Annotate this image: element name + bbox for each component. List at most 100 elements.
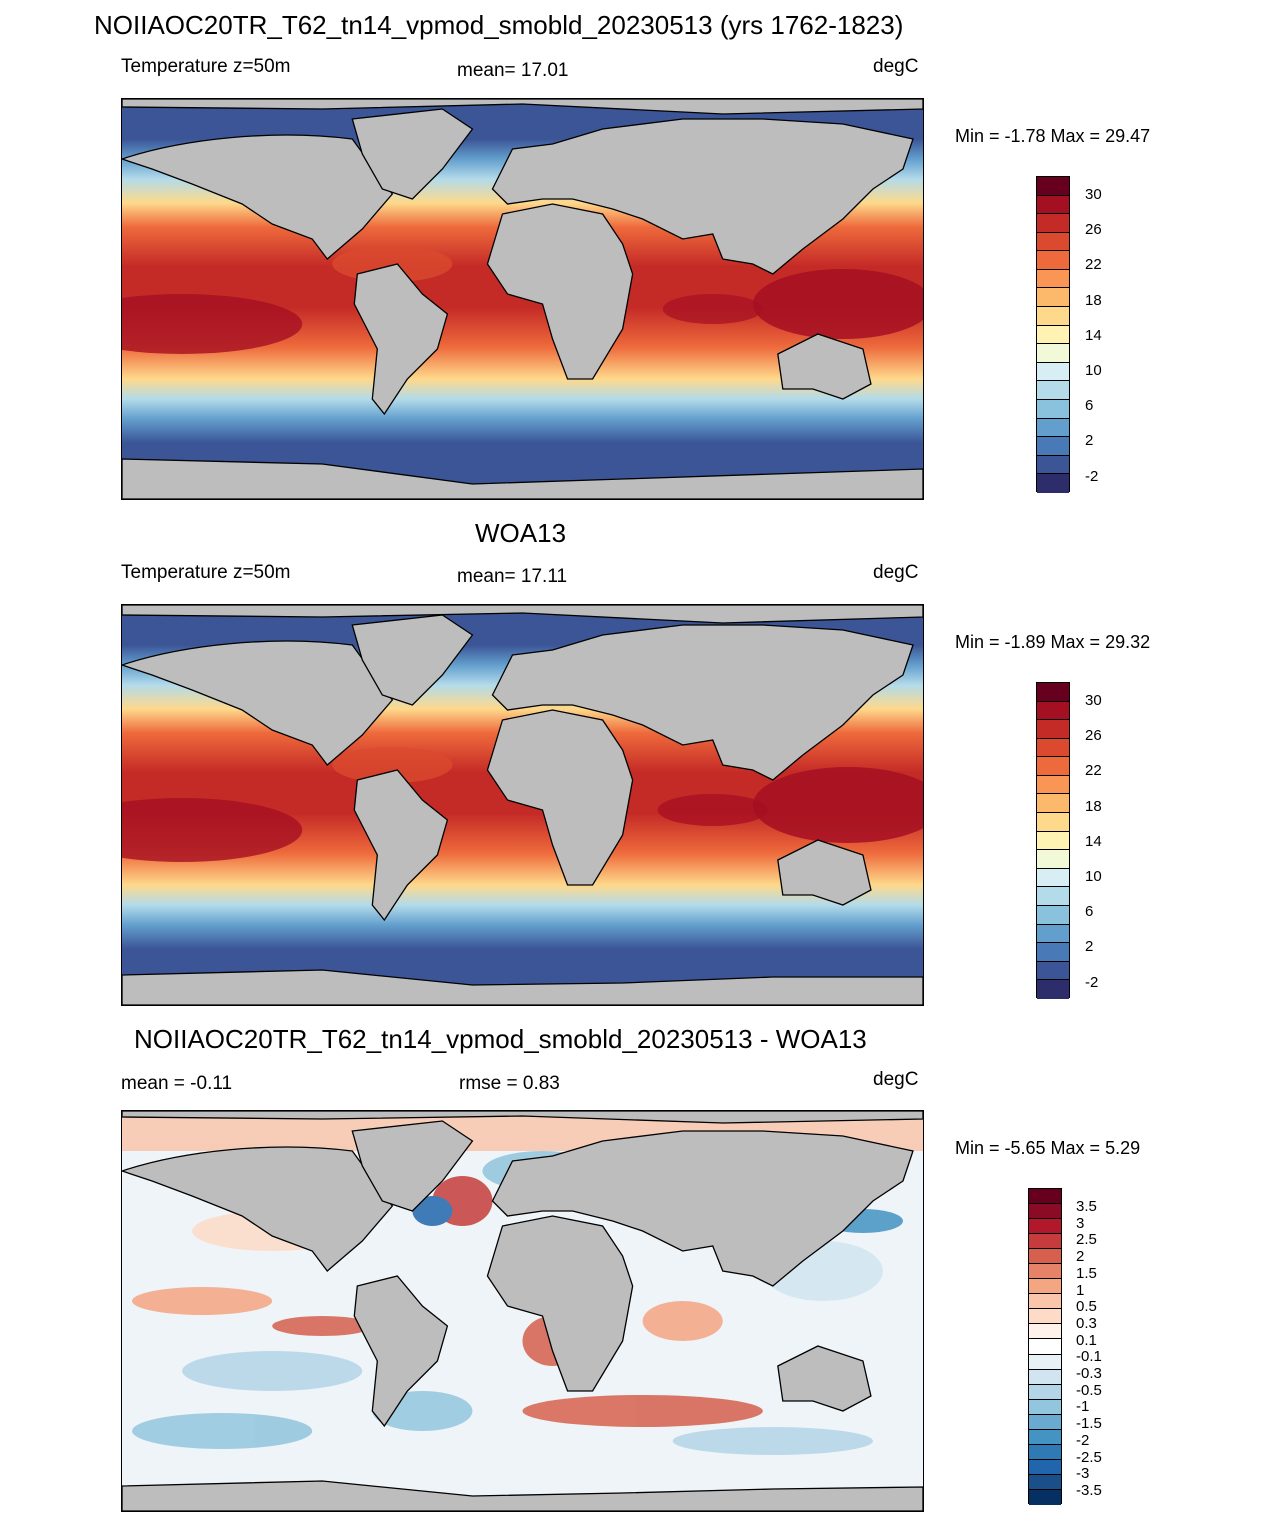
diff-colorbar-tick-label: -0.3	[1076, 1365, 1102, 1382]
diff-colorbar-tick-label: 1	[1076, 1281, 1085, 1299]
temp2-colorbar-tick-label: 22	[1085, 762, 1102, 780]
temp2-colorbar-swatch	[1037, 738, 1069, 758]
panel3-mean-label: mean = -0.11	[121, 1073, 233, 1094]
panel3-minmax-label: Min = -5.65 Max = 5.29	[955, 1138, 1141, 1158]
temp1-colorbar-tick-label: 10	[1085, 362, 1102, 379]
panel2-map-svg	[122, 605, 923, 1005]
panel1-mean-label: mean= 17.01	[457, 60, 569, 81]
panel2-minmax-label: Min = -1.89 Max = 29.32	[955, 632, 1151, 652]
temp1-colorbar-swatch	[1037, 362, 1069, 382]
temp1-colorbar-swatch	[1037, 177, 1069, 196]
temp2-colorbar-swatch	[1037, 757, 1069, 776]
panel3-map-svg	[122, 1111, 923, 1511]
panel1-map-svg	[122, 99, 923, 499]
temp1-colorbar-tick-label: 2	[1085, 432, 1094, 450]
temp2-colorbar-tick-label: 6	[1085, 903, 1094, 921]
temp1-colorbar-swatch	[1037, 455, 1069, 475]
temp2-colorbar-tick-label: 10	[1085, 868, 1102, 885]
diff-colorbar-swatch	[1029, 1369, 1061, 1385]
panel2-title: WOA13	[475, 518, 567, 548]
temp2-colorbar-tick-label: 26	[1085, 727, 1102, 745]
diff-colorbar-tick-label: -3.5	[1076, 1481, 1102, 1499]
panel2-colorbar	[1036, 682, 1070, 999]
diff-colorbar-tick-label: -2	[1076, 1431, 1090, 1449]
temp1-colorbar-swatch	[1037, 307, 1069, 326]
temp1-colorbar-tick-label: -2	[1085, 467, 1099, 485]
temp2-colorbar-swatch	[1037, 683, 1069, 702]
diff-colorbar-tick-label: 2.5	[1076, 1231, 1097, 1249]
panel2-map	[121, 604, 924, 1006]
diff-colorbar-swatch	[1029, 1339, 1061, 1355]
diff-colorbar-swatch	[1029, 1324, 1061, 1340]
temp1-colorbar-swatch	[1037, 344, 1069, 363]
temp2-colorbar-tick-label: 2	[1085, 938, 1094, 956]
temp1-colorbar-swatch	[1037, 269, 1069, 289]
temp1-colorbar-swatch	[1037, 418, 1069, 438]
panel1-variable-label: Temperature z=50m	[121, 56, 291, 77]
diff-colorbar-tick-label: 0.3	[1076, 1314, 1097, 1332]
temp1-colorbar-swatch	[1037, 381, 1069, 400]
diff-colorbar-swatch	[1029, 1384, 1061, 1400]
diff-colorbar-swatch	[1029, 1489, 1061, 1505]
diff-colorbar-swatch	[1029, 1309, 1061, 1325]
temp2-colorbar-swatch	[1037, 980, 1069, 999]
temp1-colorbar-tick-label: 14	[1085, 326, 1102, 344]
panel2-mean-label: mean= 17.11	[457, 566, 568, 587]
diff-colorbar-swatch	[1029, 1429, 1061, 1445]
temp2-colorbar-swatch	[1037, 701, 1069, 721]
panel2-land	[122, 605, 923, 1005]
temp1-colorbar-swatch	[1037, 437, 1069, 456]
diff-colorbar-swatch	[1029, 1354, 1061, 1370]
temp2-colorbar-swatch	[1037, 850, 1069, 869]
diff-colorbar-swatch	[1029, 1459, 1061, 1475]
panel1-map	[121, 98, 924, 500]
temp2-colorbar-tick-label: 14	[1085, 832, 1102, 850]
panel3-units-label: degC	[873, 1069, 919, 1090]
diff-colorbar-tick-label: 0.5	[1076, 1298, 1097, 1316]
temp2-colorbar-swatch	[1037, 794, 1069, 814]
diff-colorbar-swatch	[1029, 1474, 1061, 1490]
temp1-colorbar-swatch	[1037, 195, 1069, 215]
temp1-colorbar-swatch	[1037, 325, 1069, 345]
panel1-title: NOIIAOC20TR_T62_tn14_vpmod_smobld_202305…	[94, 10, 904, 40]
diff-colorbar-tick-label: 3.5	[1076, 1198, 1097, 1215]
panel1-units-label: degC	[873, 56, 919, 77]
panel1-land	[122, 99, 923, 499]
temp2-colorbar-swatch	[1037, 813, 1069, 832]
temp2-colorbar-swatch	[1037, 868, 1069, 888]
panel2-units-label: degC	[873, 562, 919, 583]
temp1-colorbar-swatch	[1037, 399, 1069, 419]
temp2-colorbar-swatch	[1037, 905, 1069, 925]
temp1-colorbar-tick-label: 22	[1085, 256, 1102, 274]
diff-colorbar-swatch	[1029, 1444, 1061, 1460]
diff-colorbar-tick-label: -1.5	[1076, 1415, 1102, 1433]
temp2-colorbar-tick-label: 18	[1085, 797, 1102, 815]
diff-colorbar-tick-label: 0.1	[1076, 1331, 1097, 1349]
diff-colorbar-tick-label: -3	[1076, 1465, 1090, 1483]
diff-colorbar-tick-label: -1	[1076, 1398, 1090, 1416]
temp1-colorbar-tick-label: 26	[1085, 221, 1102, 239]
panel3-rmse-label: rmse = 0.83	[459, 1073, 560, 1094]
temp1-colorbar-swatch	[1037, 251, 1069, 270]
temp2-colorbar-swatch	[1037, 831, 1069, 851]
panel3-map	[121, 1110, 924, 1512]
temp1-colorbar-tick-label: 6	[1085, 397, 1094, 415]
panel2-variable-label: Temperature z=50m	[121, 562, 291, 583]
diff-colorbar-swatch	[1029, 1204, 1061, 1220]
diff-colorbar-tick-label: 2	[1076, 1248, 1085, 1266]
diff-colorbar-swatch	[1029, 1279, 1061, 1295]
diff-colorbar-tick-label: 1.5	[1076, 1264, 1097, 1282]
panel3-title: NOIIAOC20TR_T62_tn14_vpmod_smobld_202305…	[134, 1024, 867, 1054]
temp1-colorbar-swatch	[1037, 288, 1069, 308]
temp1-colorbar-swatch	[1037, 232, 1069, 252]
diff-colorbar-swatch	[1029, 1249, 1061, 1265]
temp2-colorbar-swatch	[1037, 943, 1069, 962]
diff-colorbar-swatch	[1029, 1219, 1061, 1235]
panel3-colorbar	[1028, 1188, 1062, 1505]
temp1-colorbar-tick-label: 18	[1085, 291, 1102, 309]
temp1-colorbar-tick-label: 30	[1085, 186, 1102, 203]
diff-colorbar-swatch	[1029, 1264, 1061, 1280]
diff-colorbar-tick-label: -0.1	[1076, 1348, 1102, 1366]
panel1-colorbar	[1036, 176, 1070, 493]
temp2-colorbar-tick-label: 30	[1085, 692, 1102, 709]
